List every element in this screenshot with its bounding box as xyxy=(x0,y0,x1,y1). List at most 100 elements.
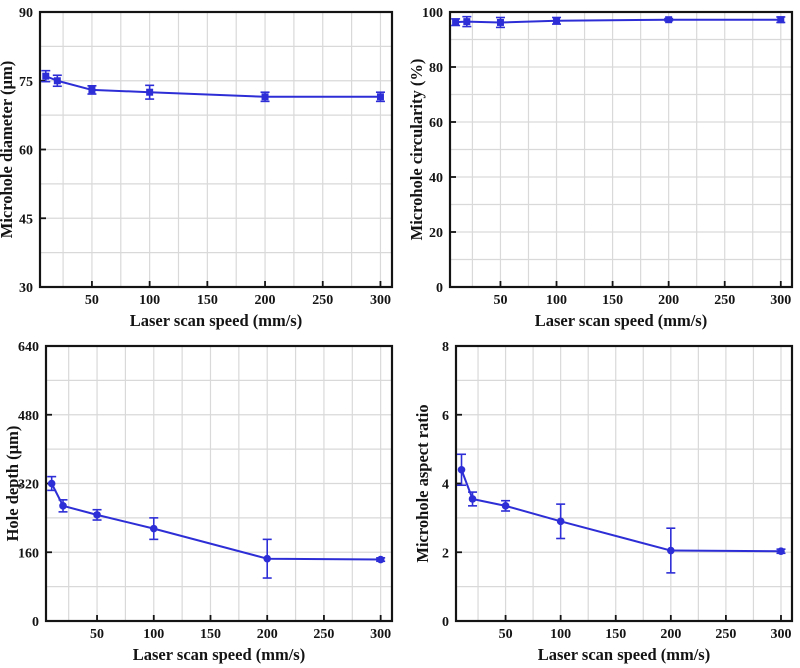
x-tick-label: 150 xyxy=(602,293,623,308)
data-point-marker xyxy=(93,511,101,519)
data-point-marker xyxy=(468,495,477,503)
chart-panel-microhole-diameter: 50 100 150 200 250 300 30 45 60 75 90 Laser scan sp… xyxy=(0,0,400,334)
y-tick-label: 6 xyxy=(442,409,449,424)
data-point-marker xyxy=(665,16,673,24)
data-point-marker xyxy=(463,18,471,26)
x-tick-label: 100 xyxy=(139,293,160,308)
y-tick-label: 4 xyxy=(442,478,449,493)
x-tick-label: 100 xyxy=(550,627,571,642)
data-point-marker xyxy=(47,479,56,488)
y-tick-label: 90 xyxy=(19,6,33,21)
x-tick-label: 250 xyxy=(313,627,334,642)
microhole-circularity-chart: 50 100 150 200 250 300 0 20 40 60 80 100 Laser scan … xyxy=(407,6,794,330)
y-tick-label: 60 xyxy=(429,116,443,131)
axis-ticks: 50 100 150 200 250 300 30 45 60 75 90 xyxy=(19,6,391,308)
x-axis-title: Laser scan speed (mm/s) xyxy=(535,311,707,330)
x-axis-title: Laser scan speed (mm/s) xyxy=(133,645,305,664)
axis-ticks: 50 100 150 200 250 300 0 2 4 6 8 xyxy=(442,340,791,642)
data-point-marker xyxy=(777,16,785,24)
y-axis-title: Hole depth (µm) xyxy=(3,426,22,542)
x-tick-label: 250 xyxy=(715,627,736,642)
data-point-marker xyxy=(556,517,565,526)
series-line xyxy=(460,469,781,553)
data-point-marker xyxy=(553,17,561,25)
y-tick-label: 0 xyxy=(442,615,449,630)
y-tick-label: 640 xyxy=(18,340,39,355)
x-axis-title: Laser scan speed (mm/s) xyxy=(538,645,710,664)
chart-panel-hole-depth: 50 100 150 200 250 300 0 160 320 480 640 Laser scan… xyxy=(0,334,400,668)
y-tick-label: 480 xyxy=(18,409,39,424)
data-point-marker xyxy=(452,18,460,26)
y-tick-label: 2 xyxy=(442,546,449,561)
axis-ticks: 50 100 150 200 250 300 0 160 320 480 640 xyxy=(18,340,391,642)
x-tick-label: 200 xyxy=(658,293,679,308)
y-tick-label: 80 xyxy=(429,61,443,76)
y-tick-label: 75 xyxy=(19,75,33,90)
gridlines xyxy=(40,12,392,287)
series-markers xyxy=(457,465,785,556)
y-tick-label: 45 xyxy=(19,212,33,227)
series-markers xyxy=(42,72,384,101)
x-tick-label: 200 xyxy=(257,627,278,642)
data-point-marker xyxy=(457,465,466,474)
gridlines xyxy=(46,346,392,621)
x-tick-label: 300 xyxy=(770,293,791,308)
x-tick-label: 50 xyxy=(85,293,99,308)
microhole-aspect-ratio-chart: 50 100 150 200 250 300 0 2 4 6 8 Laser scan speed (… xyxy=(413,340,794,664)
y-axis-title: Microhole circularity (%) xyxy=(407,59,426,241)
series-markers xyxy=(47,479,385,564)
microhole-diameter-chart: 50 100 150 200 250 300 30 45 60 75 90 Laser scan sp… xyxy=(0,6,394,330)
x-tick-label: 100 xyxy=(546,293,567,308)
error-bars xyxy=(47,475,386,579)
x-tick-label: 100 xyxy=(143,627,164,642)
y-tick-label: 100 xyxy=(422,6,443,21)
y-tick-label: 0 xyxy=(32,615,39,630)
axis-ticks: 50 100 150 200 250 300 0 20 40 60 80 100 xyxy=(422,6,791,308)
data-point-marker xyxy=(42,72,50,80)
data-point-marker xyxy=(777,547,785,556)
plot-frame xyxy=(448,10,794,289)
x-tick-label: 250 xyxy=(714,293,735,308)
data-point-marker xyxy=(88,86,96,94)
data-point-marker xyxy=(59,502,67,510)
series-line xyxy=(455,18,781,24)
data-point-marker xyxy=(376,93,384,101)
x-tick-label: 200 xyxy=(255,293,276,308)
data-point-marker xyxy=(53,77,61,85)
data-point-marker xyxy=(376,555,385,564)
x-tick-label: 150 xyxy=(605,627,626,642)
y-axis-title: Microhole aspect ratio xyxy=(413,404,432,562)
y-tick-label: 320 xyxy=(18,478,39,493)
x-tick-label: 200 xyxy=(660,627,681,642)
gridlines xyxy=(456,346,792,621)
x-tick-label: 300 xyxy=(370,293,391,308)
y-tick-label: 40 xyxy=(429,171,443,186)
data-point-marker xyxy=(146,88,154,96)
y-tick-label: 30 xyxy=(19,281,33,296)
y-axis-title: Microhole diameter (µm) xyxy=(0,61,16,239)
y-tick-label: 160 xyxy=(18,546,39,561)
x-tick-label: 150 xyxy=(197,293,218,308)
x-axis-title: Laser scan speed (mm/s) xyxy=(130,311,302,330)
error-bars xyxy=(457,453,786,574)
data-point-marker xyxy=(261,93,269,101)
y-tick-label: 0 xyxy=(436,281,443,296)
gridlines xyxy=(450,12,792,287)
data-point-marker xyxy=(263,554,272,563)
data-point-marker xyxy=(149,524,158,533)
hole-depth-chart: 50 100 150 200 250 300 0 160 320 480 640 Laser scan… xyxy=(3,340,394,664)
series-markers xyxy=(452,16,785,26)
x-tick-label: 50 xyxy=(493,293,507,308)
series-line xyxy=(50,483,381,561)
data-point-marker xyxy=(496,18,504,26)
x-tick-label: 250 xyxy=(312,293,333,308)
x-tick-label: 300 xyxy=(370,627,391,642)
data-point-marker xyxy=(501,502,510,510)
data-point-marker xyxy=(667,546,675,555)
x-tick-label: 150 xyxy=(200,627,221,642)
chart-panel-microhole-aspect-ratio: 50 100 150 200 250 300 0 2 4 6 8 Laser scan speed (… xyxy=(400,334,800,668)
y-tick-label: 20 xyxy=(429,226,443,241)
x-tick-label: 50 xyxy=(90,627,104,642)
chart-panel-microhole-circularity: 50 100 150 200 250 300 0 20 40 60 80 100 Laser scan … xyxy=(400,0,800,334)
